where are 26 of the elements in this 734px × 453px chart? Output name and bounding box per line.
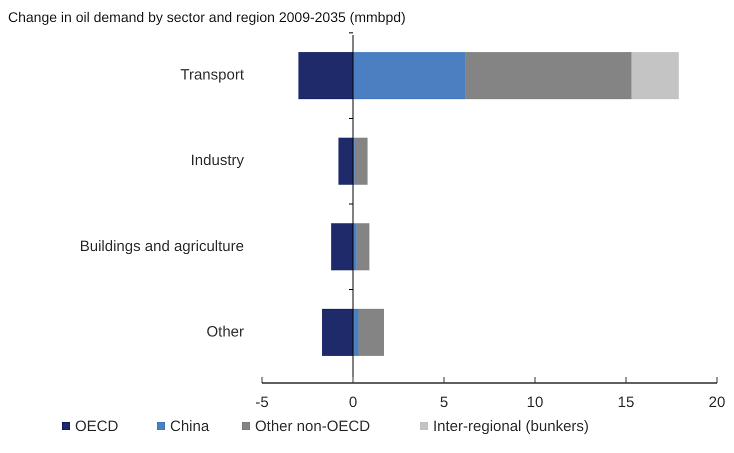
bar — [466, 52, 632, 100]
bar — [298, 52, 353, 100]
x-tick-label: 0 — [348, 394, 358, 411]
bar — [331, 223, 353, 270]
y-tick-label: Other — [206, 323, 244, 340]
y-tick-label: Transport — [180, 66, 245, 84]
x-tick-label: 10 — [526, 394, 544, 411]
x-tick-label: 20 — [708, 394, 726, 411]
x-tick-label: 5 — [440, 394, 448, 411]
legend-label: Inter-regional (bunkers) — [433, 418, 589, 435]
bar — [338, 138, 353, 185]
bar — [353, 52, 466, 100]
bar — [322, 308, 353, 356]
legend-label: China — [170, 418, 210, 435]
bar — [631, 52, 679, 100]
x-tick-label: -5 — [255, 394, 269, 411]
y-tick-label: Buildings and agriculture — [80, 238, 244, 255]
legend-label: OECD — [75, 418, 119, 435]
bar — [356, 223, 370, 270]
bar — [358, 308, 384, 356]
legend-label: Other non-OECD — [255, 418, 370, 435]
bar — [353, 308, 358, 356]
chart-title: Change in oil demand by sector and region 2009-2035 (mmbpd) — [8, 9, 406, 25]
y-tick-label: Industry — [190, 152, 244, 170]
bar — [354, 138, 368, 185]
x-tick-label: 15 — [618, 394, 634, 411]
